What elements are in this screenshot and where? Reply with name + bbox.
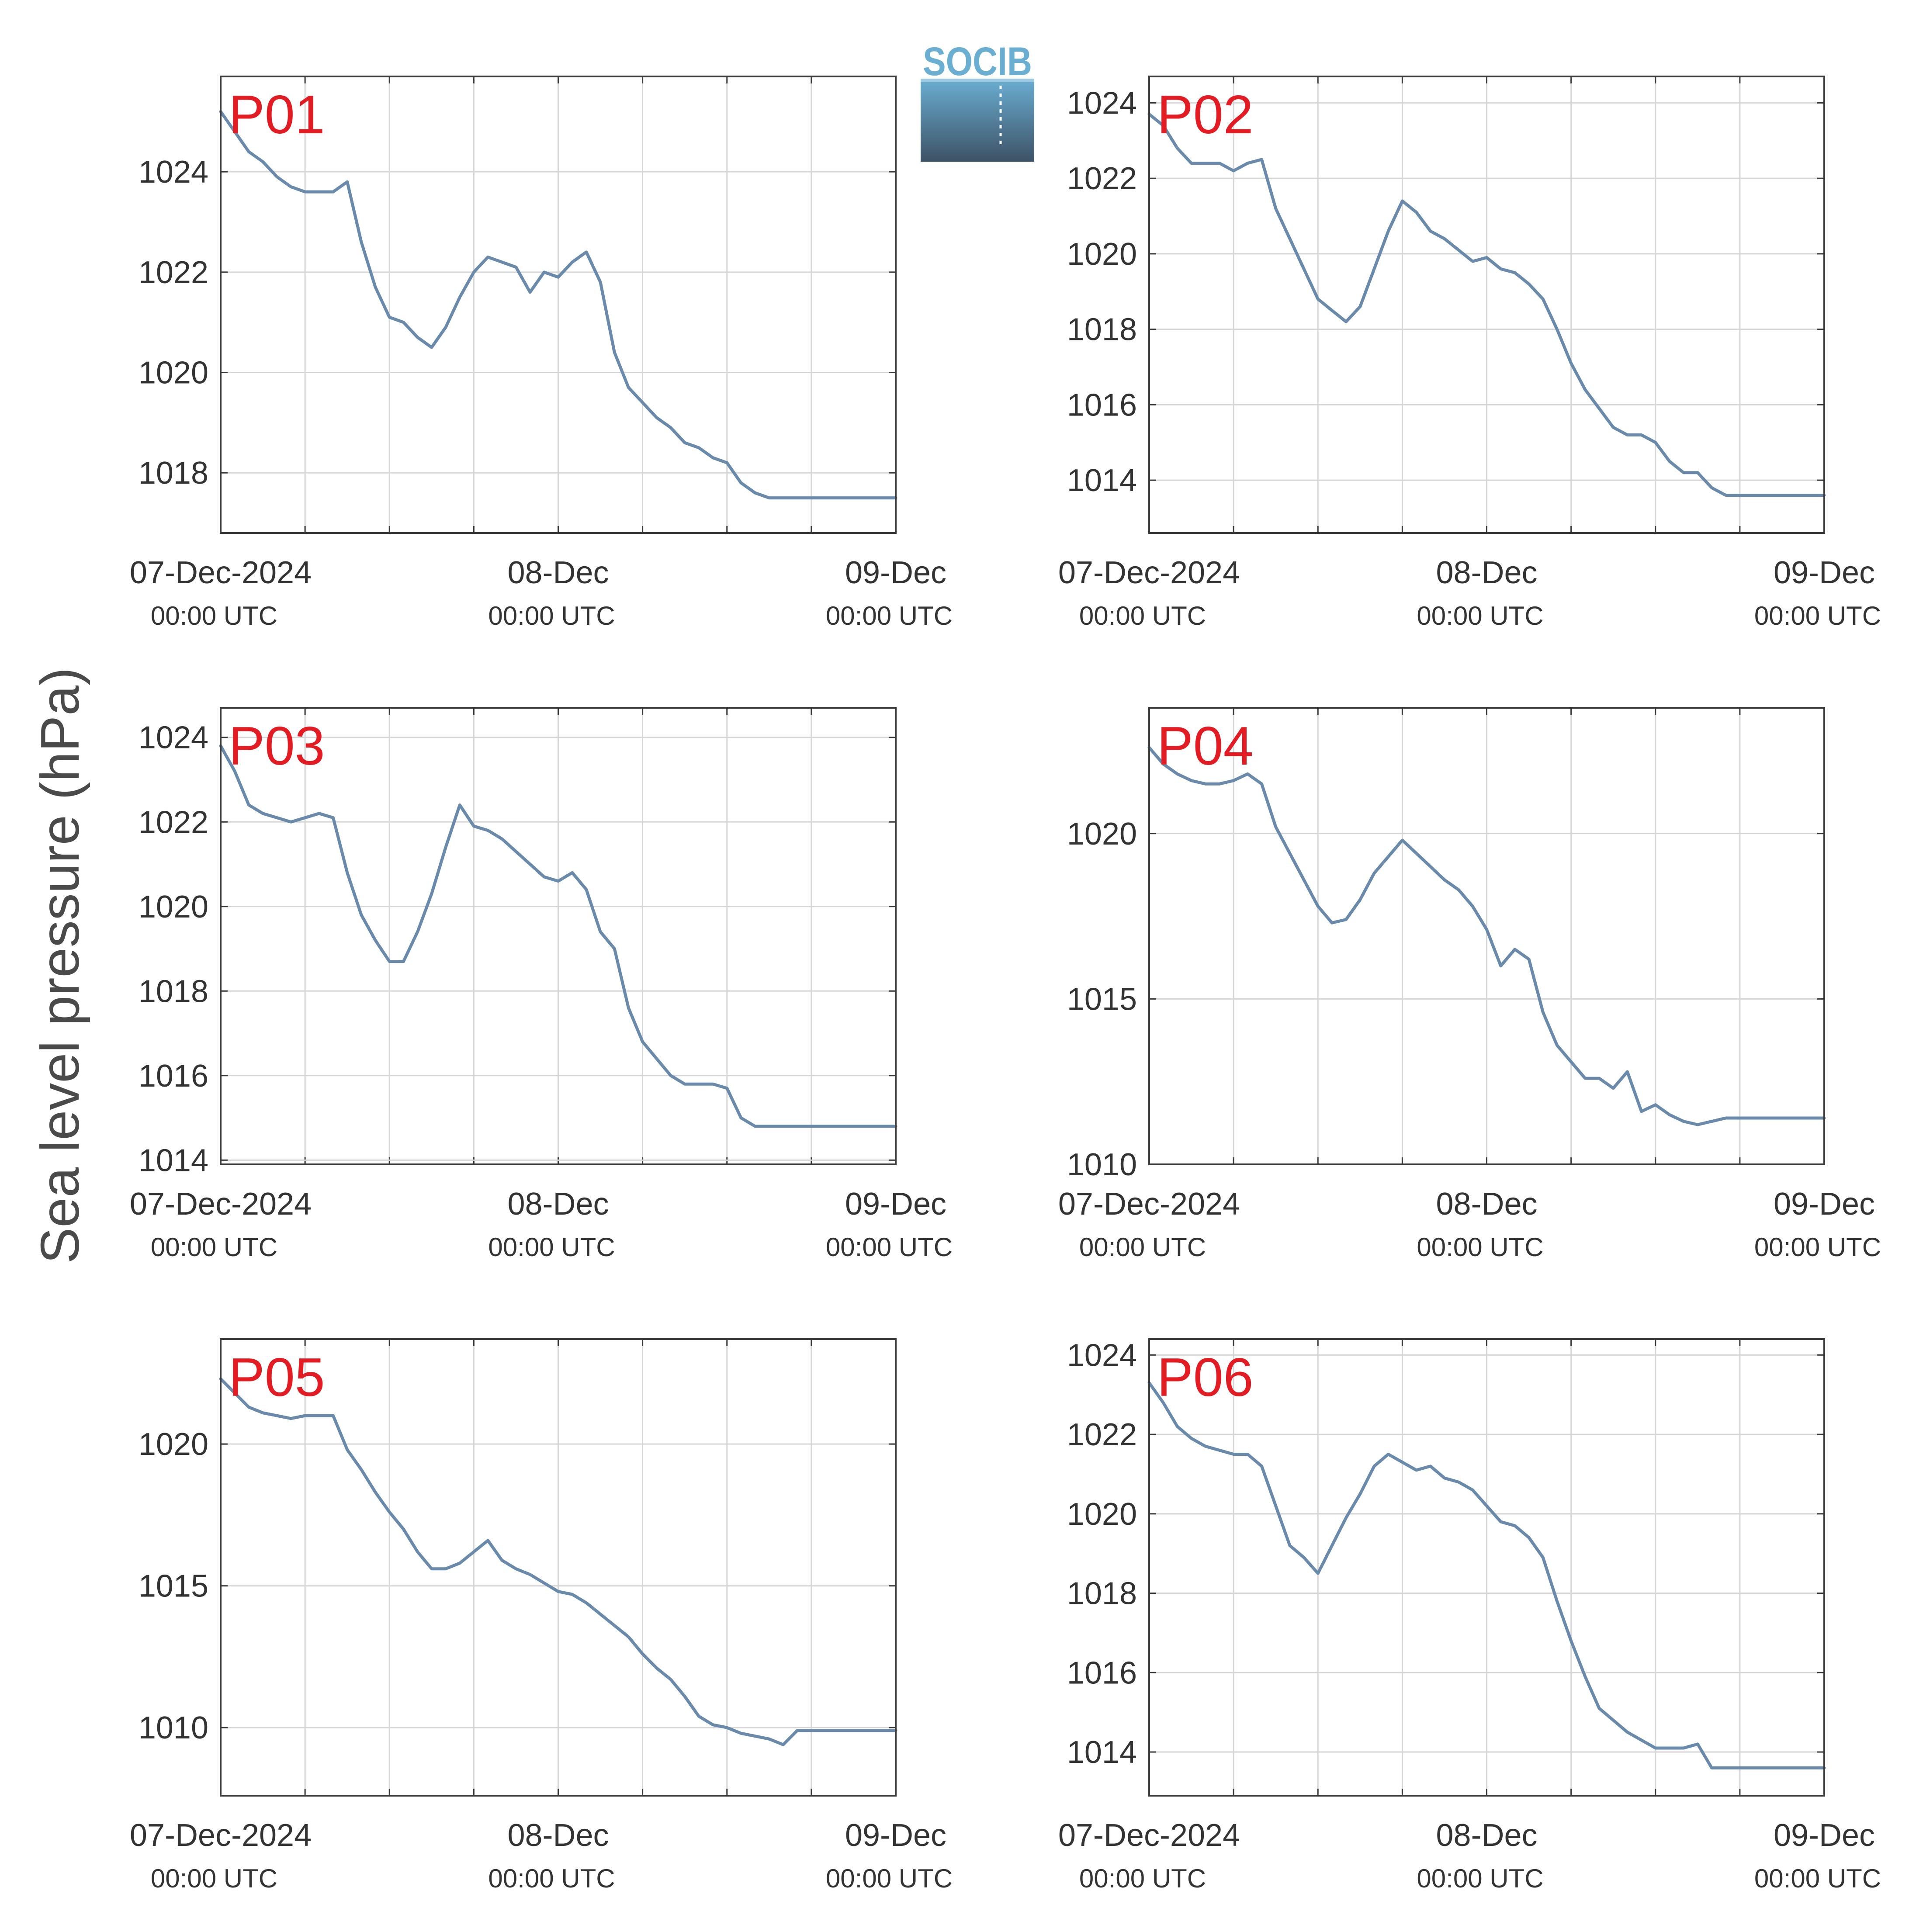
- x-tick-sublabel: 00:00 UTC: [1754, 1864, 1881, 1893]
- y-tick-label: 1024: [1067, 86, 1137, 121]
- chart-panel-p02: 1014 1016 1018 1020 1022 1024 P02 07-Dec-2024 00…: [1058, 76, 1881, 630]
- series-line-p03: [219, 744, 897, 1128]
- y-axis-label: Sea level pressure (hPa): [30, 668, 90, 1264]
- y-tick-label: 1014: [1067, 463, 1137, 498]
- y-tick-label: 1022: [1067, 1417, 1137, 1452]
- y-tick-label: 1014: [1067, 1735, 1137, 1770]
- x-tick-label: 08-Dec: [1436, 1187, 1537, 1222]
- y-tick-label: 1016: [1067, 1655, 1137, 1690]
- x-tick-label: 07-Dec-2024: [1058, 555, 1240, 590]
- chart-panel-p06: 1014 1016 1018 1020 1022 1024 P06 07-Dec-2024 00…: [1058, 1338, 1881, 1893]
- x-tick-sublabel: 00:00 UTC: [151, 1233, 277, 1262]
- y-tick-label: 1024: [139, 720, 208, 755]
- x-tick-label: 08-Dec: [1436, 555, 1537, 590]
- y-tick-label: 1015: [139, 1569, 208, 1604]
- y-tick-label: 1018: [1067, 1576, 1137, 1611]
- x-tick-sublabel: 00:00 UTC: [1754, 601, 1881, 630]
- x-tick-sublabel: 00:00 UTC: [488, 1864, 615, 1893]
- y-tick-label: 1022: [1067, 161, 1137, 196]
- x-tick-label: 08-Dec: [507, 1818, 609, 1853]
- x-tick-sublabel: 00:00 UTC: [1417, 1864, 1543, 1893]
- y-tick-label: 1015: [1067, 982, 1137, 1017]
- x-tick-label: 09-Dec: [1774, 1818, 1875, 1853]
- x-tick-label: 08-Dec: [507, 1187, 609, 1222]
- y-tick-label: 1018: [139, 974, 208, 1009]
- panel-label: P01: [229, 85, 325, 145]
- series-line-p06: [1147, 1381, 1826, 1769]
- y-tick-label: 1020: [139, 890, 208, 924]
- x-tick-label: 09-Dec: [1774, 555, 1875, 590]
- panel-label: P03: [229, 716, 325, 776]
- logo-wave-white: [921, 79, 1034, 82]
- x-tick-label: 08-Dec: [507, 555, 609, 590]
- x-tick-sublabel: 00:00 UTC: [151, 601, 277, 630]
- x-tick-sublabel: 00:00 UTC: [826, 1233, 953, 1262]
- chart-panels: 1018 1020 1022 1024 P01 07-Dec-2024 00:00 UTC 0…: [130, 76, 1881, 1893]
- series-line-p04: [1147, 746, 1826, 1126]
- x-tick-label: 07-Dec-2024: [1058, 1818, 1240, 1853]
- x-tick-sublabel: 00:00 UTC: [1417, 601, 1543, 630]
- x-tick-label: 09-Dec: [845, 1818, 946, 1853]
- chart-panel-p05: 1010 1015 1020 P05 07-Dec-2024 00:00 UTC 08-De…: [130, 1338, 953, 1893]
- panel-label: P04: [1157, 716, 1254, 776]
- x-tick-sublabel: 00:00 UTC: [1754, 1233, 1881, 1262]
- y-tick-label: 1016: [1067, 388, 1137, 422]
- plot-frame: [220, 1338, 897, 1797]
- y-tick-label: 1020: [139, 1427, 208, 1462]
- x-tick-sublabel: 00:00 UTC: [826, 1864, 953, 1893]
- x-tick-sublabel: 00:00 UTC: [488, 1233, 615, 1262]
- y-tick-label: 1018: [139, 456, 208, 491]
- panel-label: P05: [229, 1347, 325, 1408]
- panel-label: P02: [1157, 85, 1254, 145]
- x-tick-label: 07-Dec-2024: [130, 555, 312, 590]
- plot-frame: [1148, 1338, 1825, 1797]
- series-line-p02: [1147, 112, 1826, 497]
- logo-wave-block: [921, 79, 1034, 162]
- y-tick-label: 1020: [1067, 237, 1137, 272]
- x-tick-sublabel: 00:00 UTC: [1417, 1233, 1543, 1262]
- y-tick-label: 1010: [1067, 1147, 1137, 1182]
- x-tick-label: 09-Dec: [1774, 1187, 1875, 1222]
- x-tick-sublabel: 00:00 UTC: [151, 1864, 277, 1893]
- y-tick-label: 1024: [1067, 1338, 1137, 1373]
- socib-logo: SOCIB: [921, 39, 1034, 162]
- y-tick-label: 1014: [139, 1143, 208, 1178]
- x-tick-label: 07-Dec-2024: [1058, 1187, 1240, 1222]
- x-tick-sublabel: 00:00 UTC: [1079, 601, 1206, 630]
- x-tick-label: 07-Dec-2024: [130, 1187, 312, 1222]
- y-tick-label: 1020: [1067, 1497, 1137, 1532]
- x-tick-label: 09-Dec: [845, 1187, 946, 1222]
- x-tick-sublabel: 00:00 UTC: [1079, 1864, 1206, 1893]
- chart-panel-p04: 1010 1015 1020 P04 07-Dec-2024 00:00 UTC 08-De…: [1058, 707, 1881, 1262]
- panel-label: P06: [1157, 1347, 1254, 1408]
- chart-panel-p01: 1018 1020 1022 1024 P01 07-Dec-2024 00:00 UTC 0…: [130, 76, 953, 630]
- y-tick-label: 1020: [1067, 817, 1137, 852]
- y-tick-label: 1024: [139, 155, 208, 190]
- y-tick-label: 1020: [139, 356, 208, 391]
- x-tick-sublabel: 00:00 UTC: [1079, 1233, 1206, 1262]
- y-tick-label: 1016: [139, 1059, 208, 1094]
- y-tick-label: 1010: [139, 1710, 208, 1745]
- y-tick-label: 1022: [139, 805, 208, 840]
- plot-frame: [220, 707, 897, 1165]
- plot-frame: [1148, 707, 1825, 1165]
- x-tick-label: 08-Dec: [1436, 1818, 1537, 1853]
- x-tick-sublabel: 00:00 UTC: [826, 601, 953, 630]
- plot-frame: [1148, 76, 1825, 534]
- x-tick-label: 07-Dec-2024: [130, 1818, 312, 1853]
- y-tick-label: 1018: [1067, 312, 1137, 347]
- y-tick-label: 1022: [139, 255, 208, 290]
- logo-text: SOCIB: [923, 39, 1032, 84]
- series-line-p05: [219, 1377, 897, 1746]
- chart-panel-p03: 1014 1016 1018 1020 1022 1024 P03 07-Dec-2024 00…: [130, 707, 953, 1262]
- x-tick-sublabel: 00:00 UTC: [488, 601, 615, 630]
- plot-frame: [220, 76, 897, 534]
- x-tick-label: 09-Dec: [845, 555, 946, 590]
- series-line-p01: [219, 110, 897, 500]
